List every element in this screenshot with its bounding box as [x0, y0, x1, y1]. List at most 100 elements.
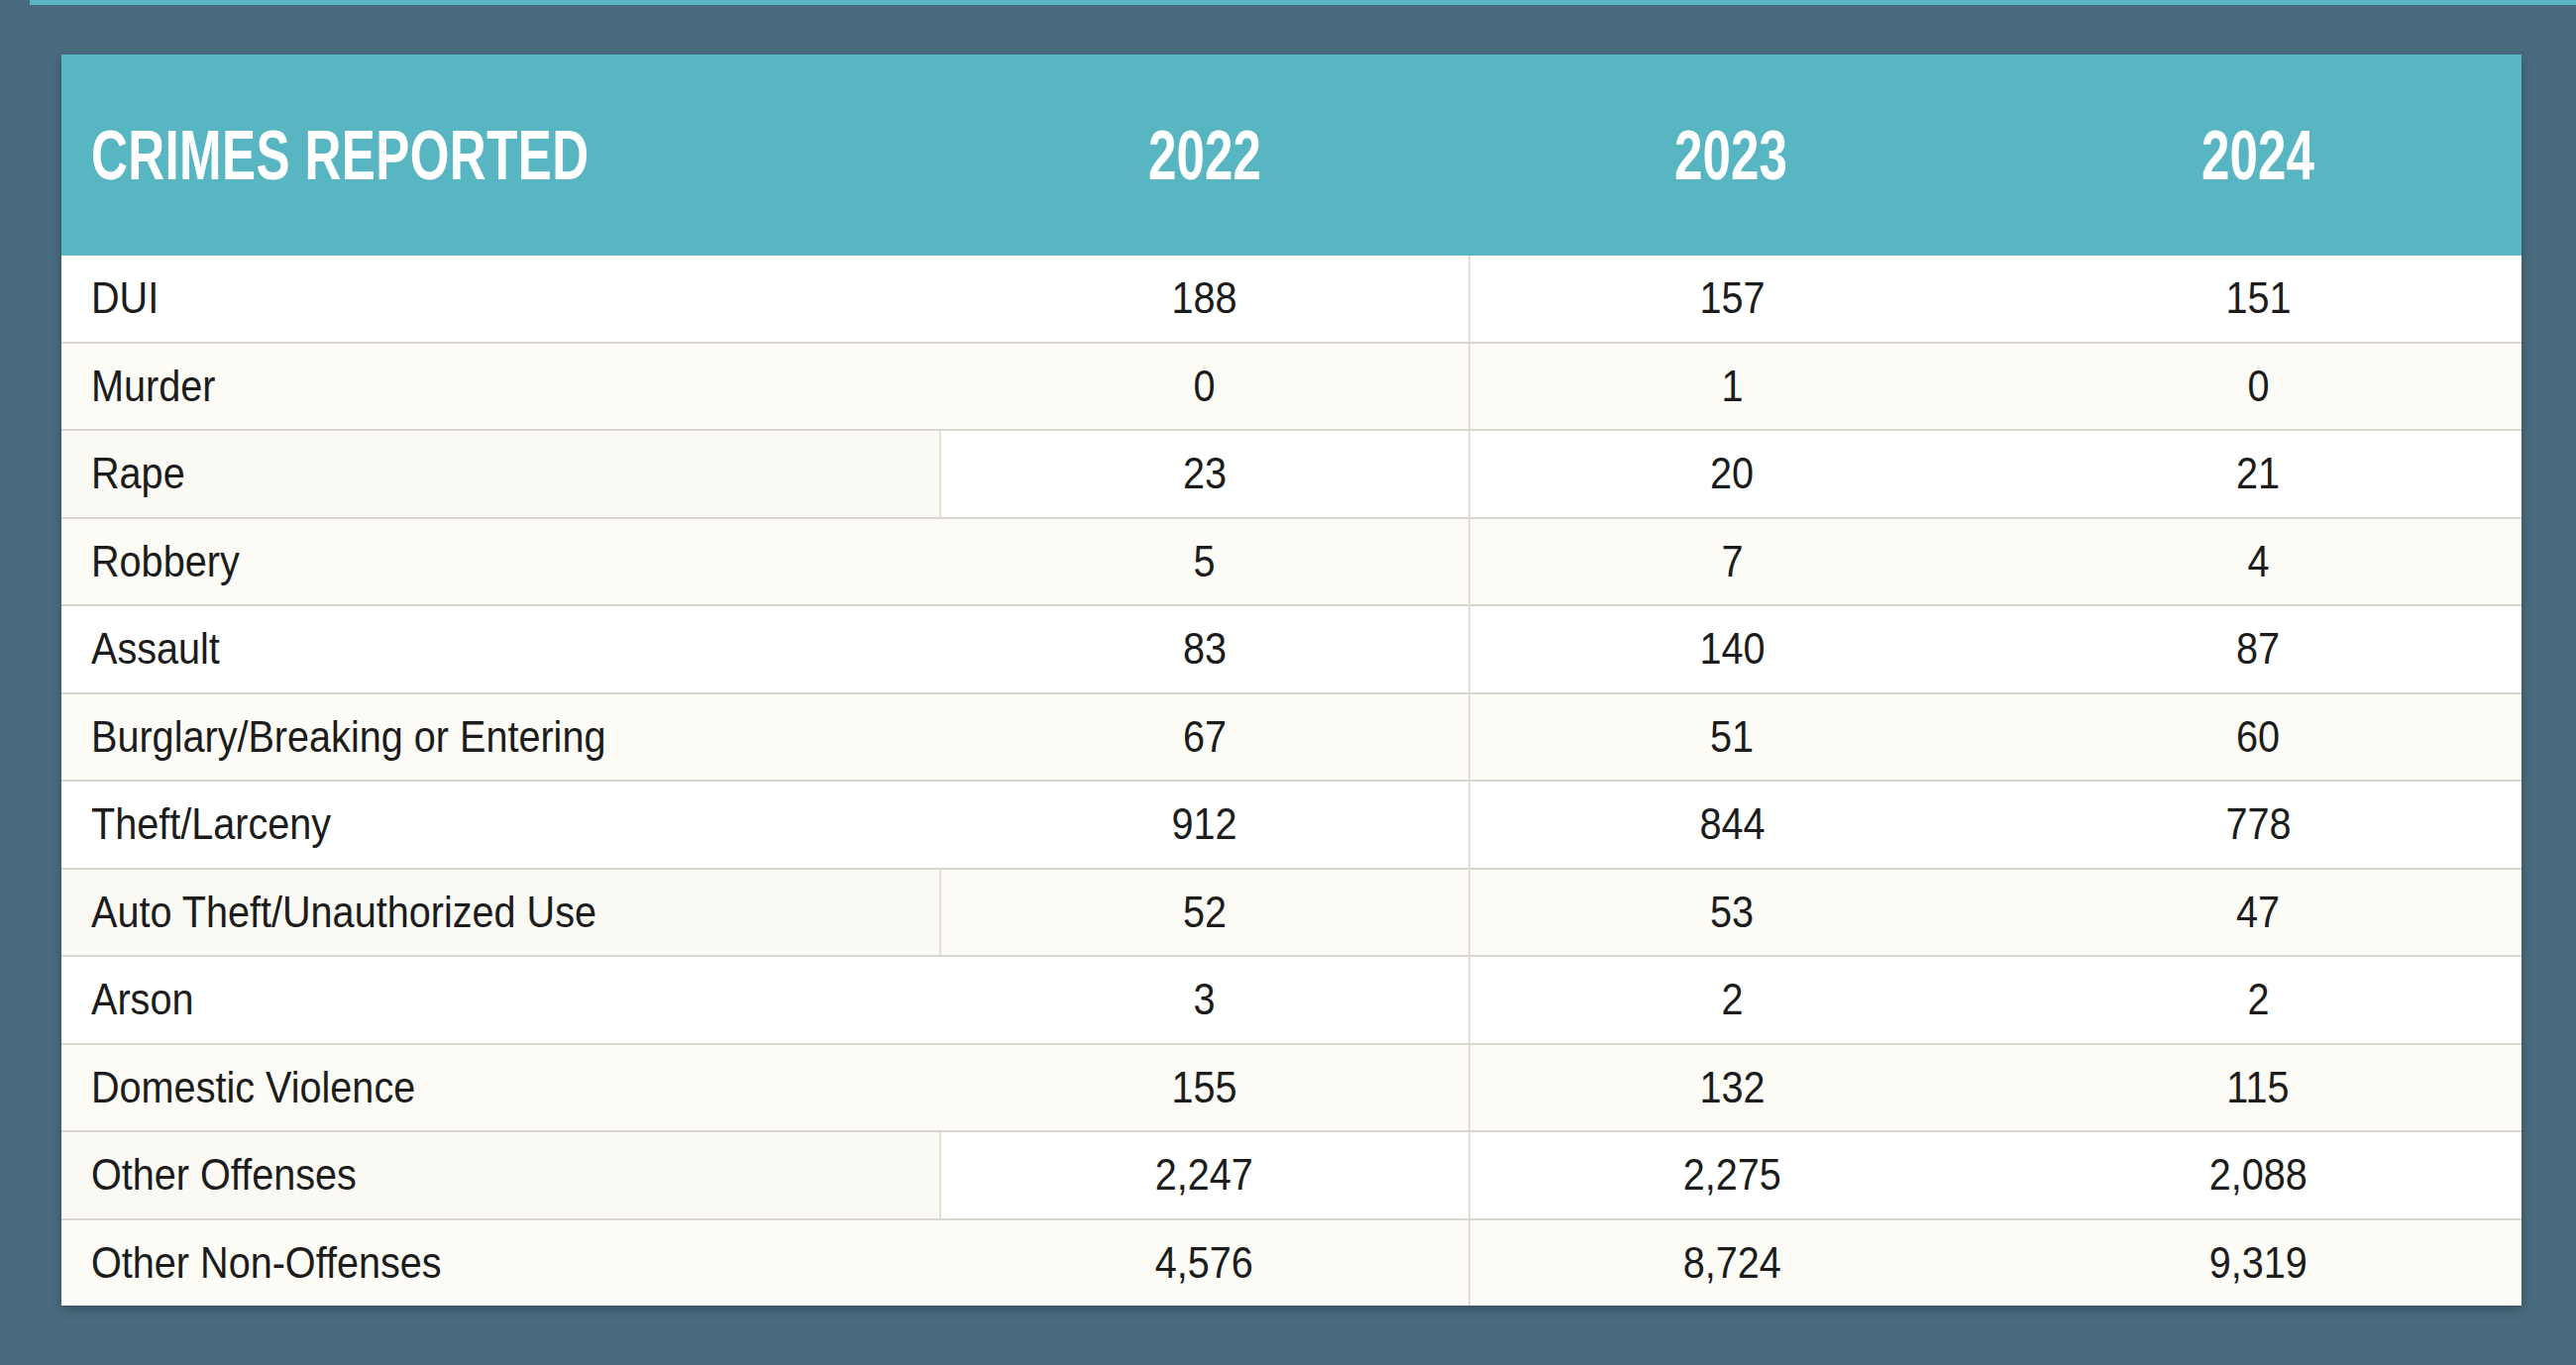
- cell-value: 2: [1721, 974, 1743, 1025]
- cell-2024: 2: [1994, 957, 2522, 1043]
- row-label-cell: Murder: [61, 344, 941, 430]
- row-label: Auto Theft/Unauthorized Use: [91, 887, 596, 938]
- cell-2024: 9,319: [1994, 1220, 2522, 1307]
- header-cell-2022: 2022: [941, 54, 1468, 256]
- cell-2022: 83: [941, 606, 1468, 692]
- cell-value: 21: [2236, 448, 2280, 499]
- cell-value: 0: [1194, 361, 1216, 412]
- cell-2023: 132: [1468, 1045, 1995, 1131]
- cell-2022: 67: [941, 694, 1468, 781]
- cell-value: 132: [1699, 1062, 1765, 1113]
- cell-value: 2,247: [1155, 1149, 1253, 1201]
- row-label: Murder: [91, 361, 215, 412]
- row-label-cell: Rape: [61, 431, 941, 517]
- cell-2024: 115: [1994, 1045, 2522, 1131]
- row-label-cell: Arson: [61, 957, 941, 1043]
- row-label: Assault: [91, 623, 220, 675]
- cell-2022: 912: [941, 782, 1468, 868]
- header-cell-crimes-reported: CRIMES REPORTED: [61, 54, 941, 256]
- row-label-cell: DUI: [61, 256, 941, 342]
- table-row: Theft/Larceny 912 844 778: [61, 780, 2522, 868]
- cell-2023: 1: [1468, 344, 1995, 430]
- cell-2024: 21: [1994, 431, 2522, 517]
- cell-2024: 60: [1994, 694, 2522, 781]
- cell-2024: 151: [1994, 256, 2522, 342]
- top-accent-line: [30, 0, 2576, 5]
- cell-value: 87: [2236, 623, 2280, 675]
- cell-2023: 844: [1468, 782, 1995, 868]
- row-label-cell: Other Non-Offenses: [61, 1220, 941, 1307]
- crimes-reported-table: CRIMES REPORTED 2022 2023 2024 DUI188157…: [61, 54, 2522, 1306]
- cell-2023: 20: [1468, 431, 1995, 517]
- cell-2022: 4,576: [941, 1220, 1468, 1307]
- row-label: Other Offenses: [91, 1149, 357, 1201]
- cell-value: 53: [1710, 887, 1754, 938]
- row-label: Arson: [91, 974, 193, 1025]
- cell-value: 115: [2226, 1062, 2289, 1113]
- table-row: Burglary/Breaking or Entering 67 51 60: [61, 692, 2522, 781]
- table-row: Robbery574: [61, 517, 2522, 605]
- cell-value: 5: [1194, 536, 1216, 587]
- row-label-cell: Theft/Larceny: [61, 782, 941, 868]
- table-row: DUI 188 157 151: [61, 256, 2522, 342]
- row-label: Domestic Violence: [91, 1062, 415, 1113]
- row-label: Robbery: [91, 536, 240, 587]
- cell-value: 778: [2225, 798, 2291, 850]
- cell-value: 0: [2247, 361, 2269, 412]
- row-label: Rape: [91, 448, 185, 499]
- table-header-row: CRIMES REPORTED 2022 2023 2024: [61, 54, 2522, 256]
- row-label-cell: Burglary/Breaking or Entering: [61, 694, 941, 781]
- cell-2024: 87: [1994, 606, 2522, 692]
- cell-value: 188: [1172, 272, 1237, 324]
- cell-2022: 155: [941, 1045, 1468, 1131]
- cell-value: 51: [1710, 711, 1754, 763]
- cell-2023: 2: [1468, 957, 1995, 1043]
- year-2024-label: 2024: [2201, 115, 2314, 195]
- table-row: Auto Theft/Unauthorized Use 52 53 47: [61, 868, 2522, 956]
- cell-2022: 3: [941, 957, 1468, 1043]
- cell-value: 4,576: [1155, 1237, 1253, 1289]
- table-row: Murder 0 1 0: [61, 342, 2522, 430]
- cell-value: 9,319: [2208, 1237, 2307, 1289]
- cell-2024: 4: [1994, 519, 2522, 605]
- cell-value: 20: [1710, 448, 1754, 499]
- cell-value: 912: [1172, 798, 1237, 850]
- cell-value: 2,088: [2208, 1149, 2307, 1201]
- row-label-cell: Robbery: [61, 519, 941, 605]
- cell-2024: 47: [1994, 870, 2522, 956]
- header-cell-2024: 2024: [1994, 54, 2522, 256]
- table-row: Other Non-Offenses4,5768,7249,319: [61, 1218, 2522, 1307]
- cell-value: 67: [1183, 711, 1227, 763]
- row-label-cell: Domestic Violence: [61, 1045, 941, 1131]
- cell-2023: 53: [1468, 870, 1995, 956]
- cell-value: 157: [1699, 272, 1765, 324]
- cell-2023: 157: [1468, 256, 1995, 342]
- row-label: Theft/Larceny: [91, 798, 331, 850]
- cell-2022: 23: [941, 431, 1468, 517]
- header-cell-2023: 2023: [1468, 54, 1995, 256]
- cell-value: 4: [2247, 536, 2269, 587]
- table-row: Arson 3 2 2: [61, 955, 2522, 1043]
- cell-value: 3: [1194, 974, 1216, 1025]
- cell-2022: 2,247: [941, 1132, 1468, 1218]
- year-2022-label: 2022: [1148, 115, 1261, 195]
- cell-value: 52: [1183, 887, 1227, 938]
- table-row: Assault 83 140 87: [61, 604, 2522, 692]
- cell-value: 155: [1172, 1062, 1237, 1113]
- cell-2024: 0: [1994, 344, 2522, 430]
- row-label: DUI: [91, 272, 159, 324]
- cell-2022: 0: [941, 344, 1468, 430]
- row-label-cell: Assault: [61, 606, 941, 692]
- cell-2023: 140: [1468, 606, 1995, 692]
- table-row: Domestic Violence 155 132 115: [61, 1043, 2522, 1131]
- cell-value: 47: [2236, 887, 2280, 938]
- cell-2022: 5: [941, 519, 1468, 605]
- cell-2024: 778: [1994, 782, 2522, 868]
- cell-2023: 2,275: [1468, 1132, 1995, 1218]
- cell-value: 140: [1699, 623, 1765, 675]
- row-label: Other Non-Offenses: [91, 1237, 442, 1289]
- cell-value: 1: [1721, 361, 1743, 412]
- cell-value: 23: [1183, 448, 1227, 499]
- cell-2022: 188: [941, 256, 1468, 342]
- cell-value: 83: [1183, 623, 1227, 675]
